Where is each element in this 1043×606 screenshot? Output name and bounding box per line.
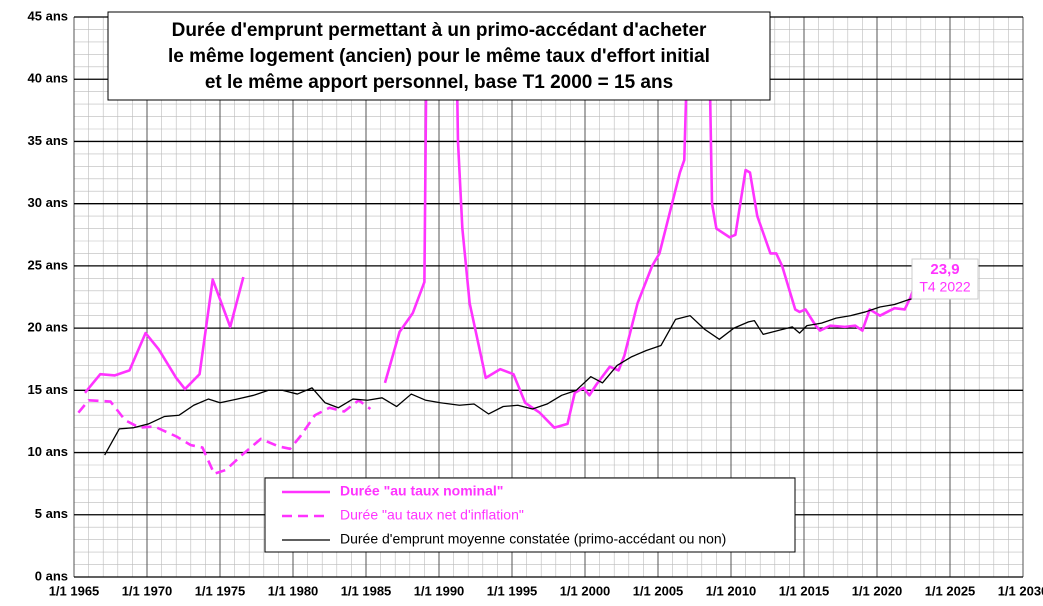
- y-tick-label: 30 ans: [28, 195, 68, 210]
- series-line: [83, 17, 919, 429]
- ticks: 1/1 1965 1/1 1970 1/1 1975 1/1 1980 1/1 1985…: [28, 8, 1043, 598]
- annotation: 23,9T4 2022: [911, 258, 979, 300]
- legend-label: Durée "au taux net d'inflation": [340, 507, 524, 523]
- annotation-value: 23,9: [930, 261, 959, 278]
- x-tick-label: 1/1 2010: [706, 583, 757, 598]
- x-tick-label: 1/1 1995: [487, 583, 538, 598]
- x-tick-label: 1/1 2015: [779, 583, 830, 598]
- y-tick-label: 20 ans: [28, 320, 68, 335]
- x-tick-label: 1/1 2020: [852, 583, 903, 598]
- x-tick-label: 1/1 1970: [122, 583, 173, 598]
- x-tick-label: 1/1 2025: [925, 583, 976, 598]
- x-tick-label: 1/1 1990: [414, 583, 465, 598]
- annotation-text: T4 2022: [919, 279, 971, 295]
- legend-label: Durée d'emprunt moyenne constatée (primo…: [340, 531, 726, 547]
- y-tick-label: 45 ans: [28, 8, 68, 23]
- x-tick-label: 1/1 1985: [341, 583, 392, 598]
- legend-box: [264, 477, 796, 553]
- y-tick-label: 15 ans: [28, 382, 68, 397]
- y-tick-label: 25 ans: [28, 257, 68, 272]
- title-box: [107, 11, 771, 101]
- chart-title: Durée d'emprunt permettant à un primo-ac…: [172, 20, 707, 41]
- chart-title: le même logement (ancien) pour le même t…: [168, 46, 710, 67]
- x-tick-label: 1/1 1965: [49, 583, 100, 598]
- x-tick-label: 1/1 1980: [268, 583, 319, 598]
- annotation-box: [911, 258, 979, 300]
- legend-label: Durée "au taux nominal": [340, 483, 503, 499]
- x-tick-label: 1/1 2000: [560, 583, 611, 598]
- x-tick-label: 1/1 1975: [195, 583, 246, 598]
- series-line: [104, 296, 921, 456]
- y-tick-label: 10 ans: [28, 444, 68, 459]
- y-tick-label: 35 ans: [28, 133, 68, 148]
- chart-title: et le même apport personnel, base T1 200…: [205, 72, 673, 93]
- plot: [77, 17, 921, 476]
- series-line: [77, 398, 372, 476]
- y-tick-label: 5 ans: [35, 506, 68, 521]
- legend: Durée "au taux nominal" Durée "au taux ne…: [264, 477, 796, 553]
- y-tick-label: 40 ans: [28, 71, 68, 86]
- x-tick-label: 1/1 2005: [633, 583, 684, 598]
- y-tick-label: 0 ans: [35, 568, 68, 583]
